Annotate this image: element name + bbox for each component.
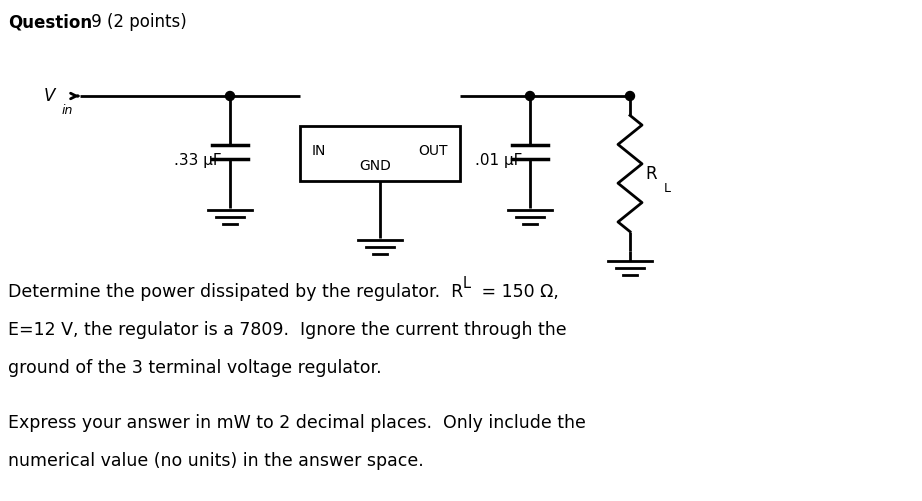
- Text: L: L: [664, 181, 671, 194]
- Text: ground of the 3 terminal voltage regulator.: ground of the 3 terminal voltage regulat…: [8, 359, 382, 377]
- Text: 9 (2 points): 9 (2 points): [86, 13, 187, 31]
- Circle shape: [625, 92, 634, 101]
- Text: L: L: [463, 276, 471, 291]
- Text: E=12 V, the regulator is a 7809.  Ignore the current through the: E=12 V, the regulator is a 7809. Ignore …: [8, 321, 567, 339]
- Text: numerical value (no units) in the answer space.: numerical value (no units) in the answer…: [8, 452, 424, 470]
- Text: in: in: [62, 104, 73, 117]
- Text: Question: Question: [8, 13, 92, 31]
- Text: V: V: [43, 87, 55, 105]
- Text: = 150 Ω,: = 150 Ω,: [476, 283, 559, 301]
- Text: R: R: [645, 164, 656, 182]
- Text: GND: GND: [359, 159, 391, 173]
- Text: IN: IN: [312, 144, 326, 158]
- Text: OUT: OUT: [419, 144, 448, 158]
- Text: .01 μF: .01 μF: [475, 153, 522, 168]
- Text: Determine the power dissipated by the regulator.  R: Determine the power dissipated by the re…: [8, 283, 463, 301]
- Circle shape: [526, 92, 535, 101]
- Text: .33 μF: .33 μF: [174, 153, 222, 168]
- Text: Express your answer in mW to 2 decimal places.  Only include the: Express your answer in mW to 2 decimal p…: [8, 414, 585, 432]
- Circle shape: [226, 92, 234, 101]
- FancyBboxPatch shape: [300, 126, 460, 181]
